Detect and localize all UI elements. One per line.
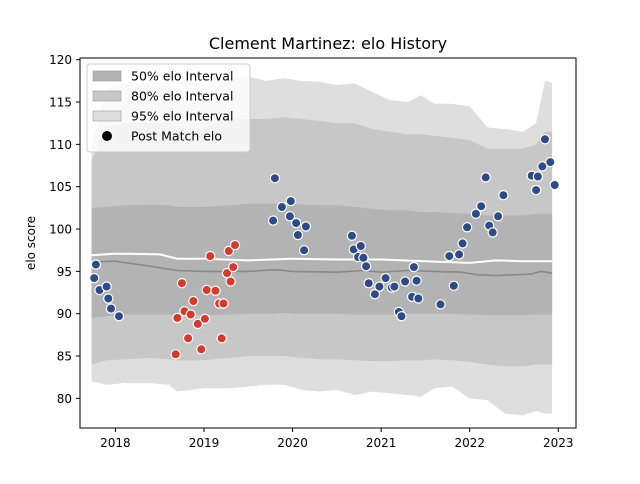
- y-tick-label: 115: [49, 96, 72, 110]
- post-match-elo-point: [225, 276, 236, 287]
- y-tick-label: 90: [57, 307, 72, 321]
- post-match-elo-point: [487, 227, 498, 238]
- x-tick-label: 2018: [100, 436, 131, 450]
- post-match-elo-point: [530, 184, 542, 196]
- x-tick-label: 2020: [277, 436, 308, 450]
- post-match-elo-point: [285, 195, 296, 207]
- post-match-elo-point: [360, 261, 372, 272]
- legend-label: Post Match elo: [131, 129, 222, 144]
- y-axis-label: elo score: [24, 216, 38, 270]
- post-match-elo-point: [411, 275, 422, 286]
- post-match-elo-point: [210, 285, 221, 296]
- post-match-elo-point: [113, 311, 125, 322]
- post-match-elo-point: [396, 311, 407, 322]
- post-match-elo-point: [470, 208, 482, 219]
- legend-label: 80% elo Interval: [131, 89, 233, 104]
- x-tick-label: 2021: [366, 436, 397, 450]
- post-match-elo-point: [476, 200, 487, 212]
- post-match-elo-point: [88, 272, 100, 284]
- y-tick-label: 100: [49, 223, 72, 237]
- y-tick-label: 105: [49, 180, 72, 194]
- post-match-elo-point: [276, 201, 288, 213]
- post-match-elo-point: [90, 259, 102, 270]
- post-match-elo-point: [216, 333, 227, 344]
- post-match-elo-point: [196, 344, 207, 355]
- chart-title: Clement Martinez: elo History: [209, 34, 447, 53]
- x-axis: 2018 2019 2020 2021 2022 2023: [100, 428, 574, 450]
- post-match-elo-point: [199, 313, 211, 324]
- post-match-elo-point: [192, 318, 203, 330]
- post-match-elo-point: [480, 172, 491, 183]
- post-match-elo-point: [374, 281, 385, 292]
- post-match-elo-point: [453, 249, 465, 260]
- post-match-elo-point: [172, 312, 183, 324]
- post-match-elo-point: [399, 276, 411, 287]
- post-match-elo-point: [457, 238, 468, 249]
- post-match-elo-point: [444, 250, 455, 262]
- x-tick-label: 2019: [189, 436, 220, 450]
- post-match-elo-point: [346, 230, 358, 241]
- post-match-elo-point: [170, 349, 181, 360]
- post-match-elo-point: [298, 244, 310, 256]
- post-match-elo-point: [201, 284, 212, 296]
- post-match-elo-point: [532, 171, 544, 182]
- x-tick-label: 2022: [454, 436, 485, 450]
- post-match-elo-point: [227, 261, 239, 273]
- line-0: [91, 252, 553, 264]
- legend-marker: [101, 130, 113, 142]
- post-match-elo-point: [545, 156, 556, 168]
- post-match-elo-point: [176, 278, 188, 289]
- y-tick-label: 85: [57, 350, 72, 364]
- x-tick-label: 2023: [543, 436, 574, 450]
- y-axis: 80 85 90 95 100 105 110 115 120: [49, 53, 80, 406]
- legend-swatch: [92, 90, 122, 102]
- post-match-elo-point: [267, 215, 279, 226]
- post-match-elo-point: [188, 295, 199, 307]
- post-match-elo-point: [461, 222, 473, 233]
- post-match-elo-point: [182, 333, 194, 344]
- legend-swatch: [92, 70, 122, 82]
- post-match-elo-point: [290, 217, 302, 229]
- post-match-elo-point: [389, 281, 400, 292]
- post-match-elo-point: [380, 272, 391, 284]
- post-match-elo-point: [537, 161, 548, 172]
- axes-frame: [79, 57, 577, 429]
- line-1: [91, 260, 553, 277]
- y-tick-label: 110: [49, 138, 72, 152]
- post-match-elo-point: [223, 245, 234, 257]
- post-match-elo-point: [369, 289, 381, 300]
- post-match-elo-point: [101, 281, 112, 292]
- post-match-elo-point: [539, 134, 551, 145]
- legend-label: 95% elo Interval: [131, 109, 233, 124]
- post-match-elo-point: [218, 298, 229, 309]
- post-match-elo-point: [300, 221, 312, 232]
- legend-box: [86, 63, 251, 153]
- post-match-elo-point: [435, 299, 446, 310]
- post-match-elo-point: [292, 229, 304, 241]
- y-tick-label: 120: [49, 53, 72, 67]
- post-match-elo-point: [358, 252, 369, 263]
- post-match-elo-point: [448, 280, 459, 291]
- y-tick-label: 80: [57, 392, 72, 406]
- post-match-elo-point: [492, 211, 504, 222]
- post-match-elo-point: [204, 250, 216, 262]
- post-match-elo-point: [105, 303, 117, 314]
- legend-label: 50% elo Interval: [131, 69, 233, 84]
- legend: 50% elo Interval 80% elo Interval 95% elo …: [86, 63, 251, 153]
- post-match-elo-point: [185, 309, 196, 320]
- post-match-elo-point: [549, 179, 560, 191]
- post-match-elo-point: [355, 240, 366, 252]
- post-match-elo-point: [284, 211, 296, 222]
- legend-swatch: [92, 110, 122, 122]
- post-match-elo-point: [103, 293, 114, 304]
- post-match-elo-point: [363, 278, 374, 289]
- post-match-elo-point: [269, 172, 281, 184]
- post-match-elo-point: [413, 293, 424, 304]
- post-match-elo-point: [229, 239, 241, 251]
- post-match-elo-point: [408, 261, 420, 273]
- y-tick-label: 95: [57, 265, 72, 279]
- post-match-elo-point: [221, 267, 233, 279]
- post-match-elo-point: [498, 189, 509, 201]
